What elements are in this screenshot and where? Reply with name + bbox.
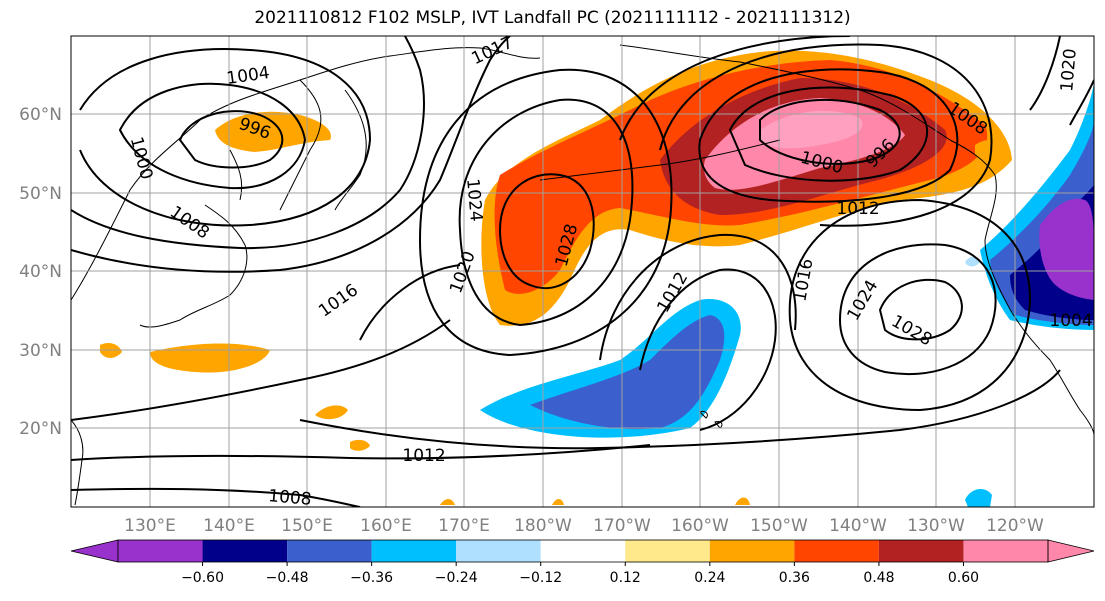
isobar-label: 1012: [402, 446, 445, 466]
isobar: [71, 487, 361, 507]
colorbar-segment: [878, 540, 964, 562]
isobar-label: 1024: [462, 178, 486, 223]
longitude-label: 150°W: [750, 516, 808, 536]
isobar: [1029, 36, 1061, 111]
isobar: [599, 233, 797, 361]
longitude-label: 170°E: [438, 516, 490, 536]
isobar: [71, 36, 511, 273]
ivt-small-1: [315, 405, 348, 420]
ivt-small-2: [350, 439, 370, 451]
colorbar-tick-label: −0.36: [350, 570, 393, 586]
isobar: [498, 173, 595, 290]
coastlines: [71, 44, 1094, 506]
ivt-small-4: [440, 499, 455, 505]
colorbar-extend-right: [1047, 539, 1095, 563]
colorbar-tick-label: 0.24: [694, 570, 725, 586]
colorbar-segment: [456, 540, 541, 562]
longitude-label: 130°E: [124, 516, 176, 536]
latitude-label: 20°N: [19, 419, 62, 439]
isobar: [728, 86, 928, 182]
longitude-label: 140°E: [203, 516, 255, 536]
longitude-label: 130°W: [907, 516, 965, 536]
isobar: [178, 110, 284, 169]
colorbar-tick-label: 0.48: [863, 570, 894, 586]
isobar: [759, 99, 901, 165]
colorbar-segment: [202, 540, 288, 562]
isobar: [118, 82, 307, 190]
colorbar-segment: [963, 540, 1048, 562]
isobar-label: 1004: [1049, 311, 1092, 331]
longitude-label: 170°W: [593, 516, 651, 536]
isobar: [1069, 79, 1094, 126]
colorbar-extend-left: [70, 539, 119, 563]
ivt-west-coast-purple: [1039, 198, 1094, 300]
isobar: [788, 198, 1032, 412]
colorbar-segment: [540, 540, 626, 562]
ivt-bc-coast: [975, 139, 1010, 163]
colorbar-tick-label: 0.12: [610, 570, 641, 586]
gridlines: [71, 36, 1094, 507]
isobar: [619, 36, 851, 141]
colorbar-segment: [118, 540, 203, 562]
longitude-label: 160°W: [671, 516, 729, 536]
isobar: [698, 68, 959, 203]
isobar: [639, 268, 777, 431]
isobar: [659, 43, 993, 227]
colorbar-tick-label: 0.36: [779, 570, 810, 586]
colorbar-frame: [117, 539, 1049, 563]
isobar-label: 1020: [1057, 48, 1081, 93]
isobar: [878, 278, 963, 341]
isobar-label: 1012: [836, 199, 879, 219]
isobar: [838, 243, 997, 376]
isobar: [299, 369, 1061, 450]
colorbar-tick-label: −0.24: [435, 570, 478, 586]
latitude-label: 40°N: [19, 262, 62, 282]
latitude-labels: 60°N 50°N 40°N 30°N 20°N: [19, 105, 62, 439]
isobar: [458, 98, 634, 327]
isobar: [79, 48, 372, 227]
latitude-label: 60°N: [19, 105, 62, 125]
colorbar-segment: [625, 540, 710, 562]
isobar-label: 1008: [267, 486, 312, 510]
ivt-small-6: [965, 488, 992, 507]
ivt-positive-pink-core: [760, 110, 863, 149]
chart-title: 2021110812 F102 MSLP, IVT Landfall PC (2…: [254, 8, 851, 28]
isobar: [71, 444, 651, 461]
longitude-label: 160°E: [360, 516, 412, 536]
longitude-label: 140°W: [829, 516, 887, 536]
colorbar-tick-label: −0.60: [181, 570, 224, 586]
colorbar: −0.60 −0.48 −0.36 −0.24 −0.12 0.12 0.24 0.36 0.4…: [70, 539, 1095, 586]
colorbar-segment: [371, 540, 457, 562]
isobar: [418, 68, 673, 357]
isobar: [359, 264, 461, 341]
colorbar-tick-label: −0.48: [266, 570, 309, 586]
longitude-label: 150°E: [281, 516, 333, 536]
latitude-label: 30°N: [19, 341, 62, 361]
longitude-labels: 130°E 140°E 150°E 160°E 170°E 180°W 170°W 160°W…: [124, 516, 1044, 536]
ivt-japan-south: [150, 343, 270, 373]
ivt-small-3: [735, 497, 750, 505]
colorbar-segment: [287, 540, 372, 562]
longitude-label: 180°W: [514, 516, 572, 536]
ivt-negative-blue: [530, 315, 725, 430]
latitude-label: 50°N: [19, 184, 62, 204]
colorbar-segment: [794, 540, 879, 562]
ivt-small-5: [552, 499, 564, 505]
longitude-label: 120°W: [986, 516, 1044, 536]
isobar: [71, 36, 425, 250]
ivt-okhotsk: [215, 111, 331, 152]
isobars: [71, 36, 1094, 507]
colorbar-segment: [709, 540, 795, 562]
colorbar-tick-label: −0.12: [519, 570, 562, 586]
map-frame: [70, 35, 1095, 508]
isobar: [71, 319, 451, 421]
colorbar-tick-label: 0.60: [948, 570, 979, 586]
